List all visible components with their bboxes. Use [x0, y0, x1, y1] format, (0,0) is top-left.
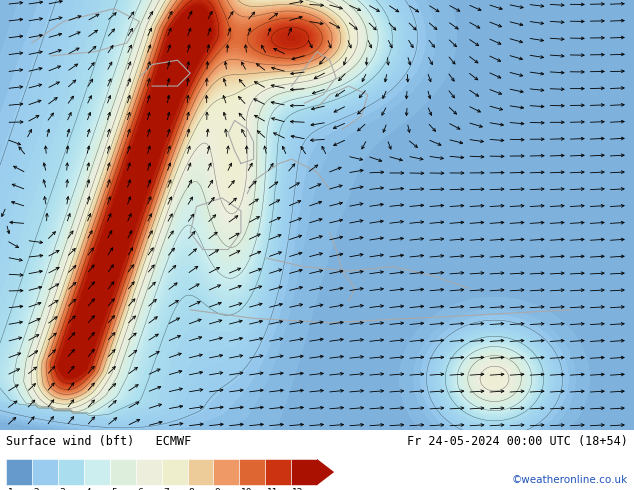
Text: 8: 8	[189, 488, 195, 490]
Text: 3: 3	[60, 488, 65, 490]
Text: 11: 11	[266, 488, 278, 490]
Bar	[240, 459, 265, 485]
Bar	[162, 459, 188, 485]
Polygon shape	[317, 459, 334, 485]
Bar	[188, 459, 214, 485]
Text: ©weatheronline.co.uk: ©weatheronline.co.uk	[512, 475, 628, 485]
Text: Surface wind (bft)   ECMWF: Surface wind (bft) ECMWF	[6, 435, 191, 448]
Bar	[6, 459, 32, 485]
Text: 10: 10	[241, 488, 252, 490]
Text: 4: 4	[86, 488, 91, 490]
Bar	[291, 459, 317, 485]
Text: Fr 24-05-2024 00:00 UTC (18+54): Fr 24-05-2024 00:00 UTC (18+54)	[407, 435, 628, 448]
Bar	[265, 459, 291, 485]
Text: 12: 12	[292, 488, 304, 490]
Bar	[110, 459, 136, 485]
Text: 6: 6	[137, 488, 143, 490]
Text: 1: 1	[8, 488, 13, 490]
Bar	[84, 459, 110, 485]
Bar	[32, 459, 58, 485]
Text: 9: 9	[215, 488, 221, 490]
Text: 5: 5	[111, 488, 117, 490]
Bar	[136, 459, 162, 485]
Bar	[214, 459, 239, 485]
Text: 7: 7	[163, 488, 169, 490]
Text: 2: 2	[34, 488, 39, 490]
Bar	[58, 459, 84, 485]
